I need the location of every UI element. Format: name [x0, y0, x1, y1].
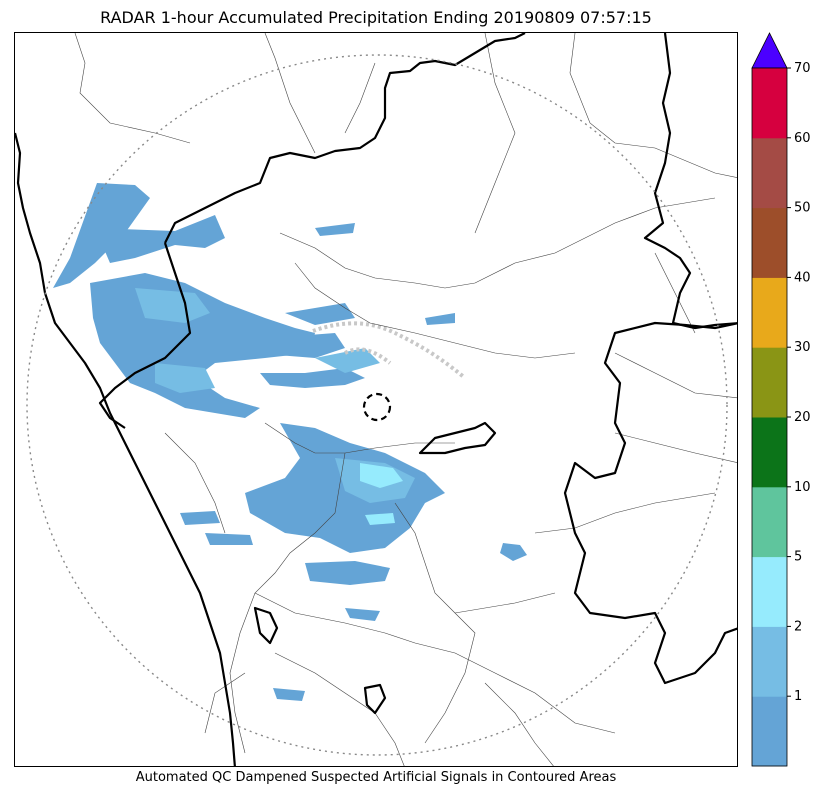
colorbar-segment	[752, 137, 787, 209]
colorbar-extend-triangle	[751, 32, 788, 69]
precip-small-2	[270, 333, 345, 358]
radar-map[interactable]	[14, 32, 738, 767]
colorbar-segment	[752, 417, 787, 488]
precip-small-5	[273, 688, 305, 701]
precip-small-6	[345, 608, 380, 621]
state-border-north	[164, 33, 526, 244]
state-border-island-2	[363, 683, 387, 715]
state-boundaries	[15, 33, 737, 766]
colorbar-tick-label: 40	[794, 270, 811, 285]
colorbar-tick-label: 10	[794, 480, 811, 495]
colorbar-tick-label: 1	[794, 689, 802, 704]
colorbar-tick-label: 70	[794, 61, 811, 76]
precip-small-3	[180, 511, 220, 525]
qc-contours	[312, 321, 467, 380]
precip-small-1	[315, 223, 355, 236]
colorbar-segment	[752, 68, 787, 139]
colorbar-tick-label: 20	[794, 410, 811, 425]
colorbar-segment	[752, 486, 787, 558]
state-border-east	[643, 33, 737, 330]
state-border-southeast	[563, 321, 737, 685]
precip-small-8	[425, 313, 455, 325]
precip-bright-layer	[360, 463, 403, 525]
colorbar-segment	[752, 277, 787, 348]
district-boundaries	[74, 33, 737, 766]
precip-strip-lower	[305, 561, 390, 585]
colorbar: 1 2 5 10 20 30 40 50 60 70	[751, 30, 811, 770]
coastline	[15, 132, 236, 766]
state-border-west-interior	[98, 242, 192, 429]
radar-site-marker	[362, 392, 392, 422]
chart-footer: Automated QC Dampened Suspected Artifici…	[135, 770, 617, 785]
colorbar-tick-label: 2	[794, 619, 802, 634]
precip-small-7	[285, 303, 355, 325]
colorbar-tick-label: 30	[794, 340, 811, 355]
precip-small-4	[205, 533, 253, 545]
precip-band-coastal	[95, 215, 225, 263]
colorbar-segment	[752, 626, 787, 697]
precip-blob-southeast	[500, 543, 527, 561]
colorbar-segment	[752, 347, 787, 418]
colorbar-tick-label: 60	[794, 131, 811, 146]
state-border-island-1	[253, 606, 279, 645]
chart-title: RADAR 1-hour Accumulated Precipitation E…	[100, 8, 652, 27]
state-border-enclave	[418, 421, 497, 455]
colorbar-segment	[752, 207, 787, 278]
colorbar-tick-label: 50	[794, 201, 811, 216]
precip-band-central	[260, 368, 365, 388]
range-ring	[26, 54, 728, 756]
colorbar-segment	[752, 556, 787, 627]
colorbar-segment	[752, 696, 787, 767]
colorbar-tick-label: 5	[794, 550, 802, 565]
